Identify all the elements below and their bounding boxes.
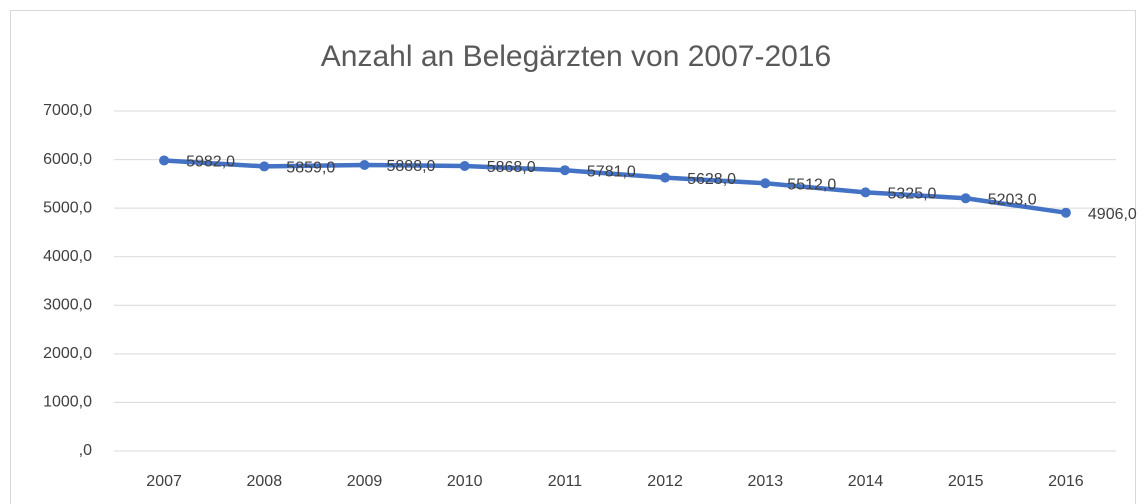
x-tick-label: 2007 — [146, 473, 182, 490]
x-tick-label: 2008 — [247, 473, 283, 490]
data-point — [559, 165, 570, 176]
x-tick-label: 2012 — [647, 473, 683, 490]
x-tick-label: 2014 — [848, 473, 884, 490]
y-tick-label: 4000,0 — [43, 248, 92, 265]
y-tick-label: 6000,0 — [43, 151, 92, 168]
x-tick-label: 2010 — [447, 473, 483, 490]
data-label: 5781,0 — [587, 163, 636, 180]
x-tick-label: 2009 — [347, 473, 383, 490]
data-label: 5628,0 — [687, 171, 736, 188]
data-point — [960, 193, 971, 204]
data-point — [760, 178, 771, 189]
data-label: 5325,0 — [888, 186, 937, 203]
y-tick-label: 3000,0 — [43, 297, 92, 314]
x-tick-label: 2015 — [948, 473, 984, 490]
data-point — [1060, 207, 1071, 218]
data-point — [359, 160, 370, 171]
data-line — [161, 158, 1069, 215]
data-point — [259, 161, 270, 172]
chart-title: Anzahl an Belegärzten von 2007-2016 — [321, 40, 831, 73]
y-tick-label: 1000,0 — [43, 394, 92, 411]
data-label: 5888,0 — [387, 158, 436, 175]
data-point — [860, 187, 871, 198]
data-label: 5868,0 — [487, 159, 536, 176]
x-tick-label: 2011 — [548, 473, 583, 490]
y-tick-label: 2000,0 — [43, 345, 92, 362]
data-label: 4906,0 — [1088, 206, 1137, 223]
chart-border — [10, 10, 1136, 504]
x-tick-label: 2013 — [748, 473, 784, 490]
data-label: 5512,0 — [787, 176, 836, 193]
data-point — [660, 172, 671, 183]
y-tick-label: ,0 — [79, 442, 92, 459]
y-tick-label: 5000,0 — [43, 199, 92, 216]
data-label: 5859,0 — [286, 160, 335, 177]
data-label: 5982,0 — [186, 154, 235, 171]
data-point — [159, 155, 170, 166]
data-label: 5203,0 — [988, 192, 1037, 209]
x-tick-label: 2016 — [1048, 473, 1084, 490]
data-point — [459, 160, 470, 171]
y-tick-label: 7000,0 — [43, 102, 92, 119]
